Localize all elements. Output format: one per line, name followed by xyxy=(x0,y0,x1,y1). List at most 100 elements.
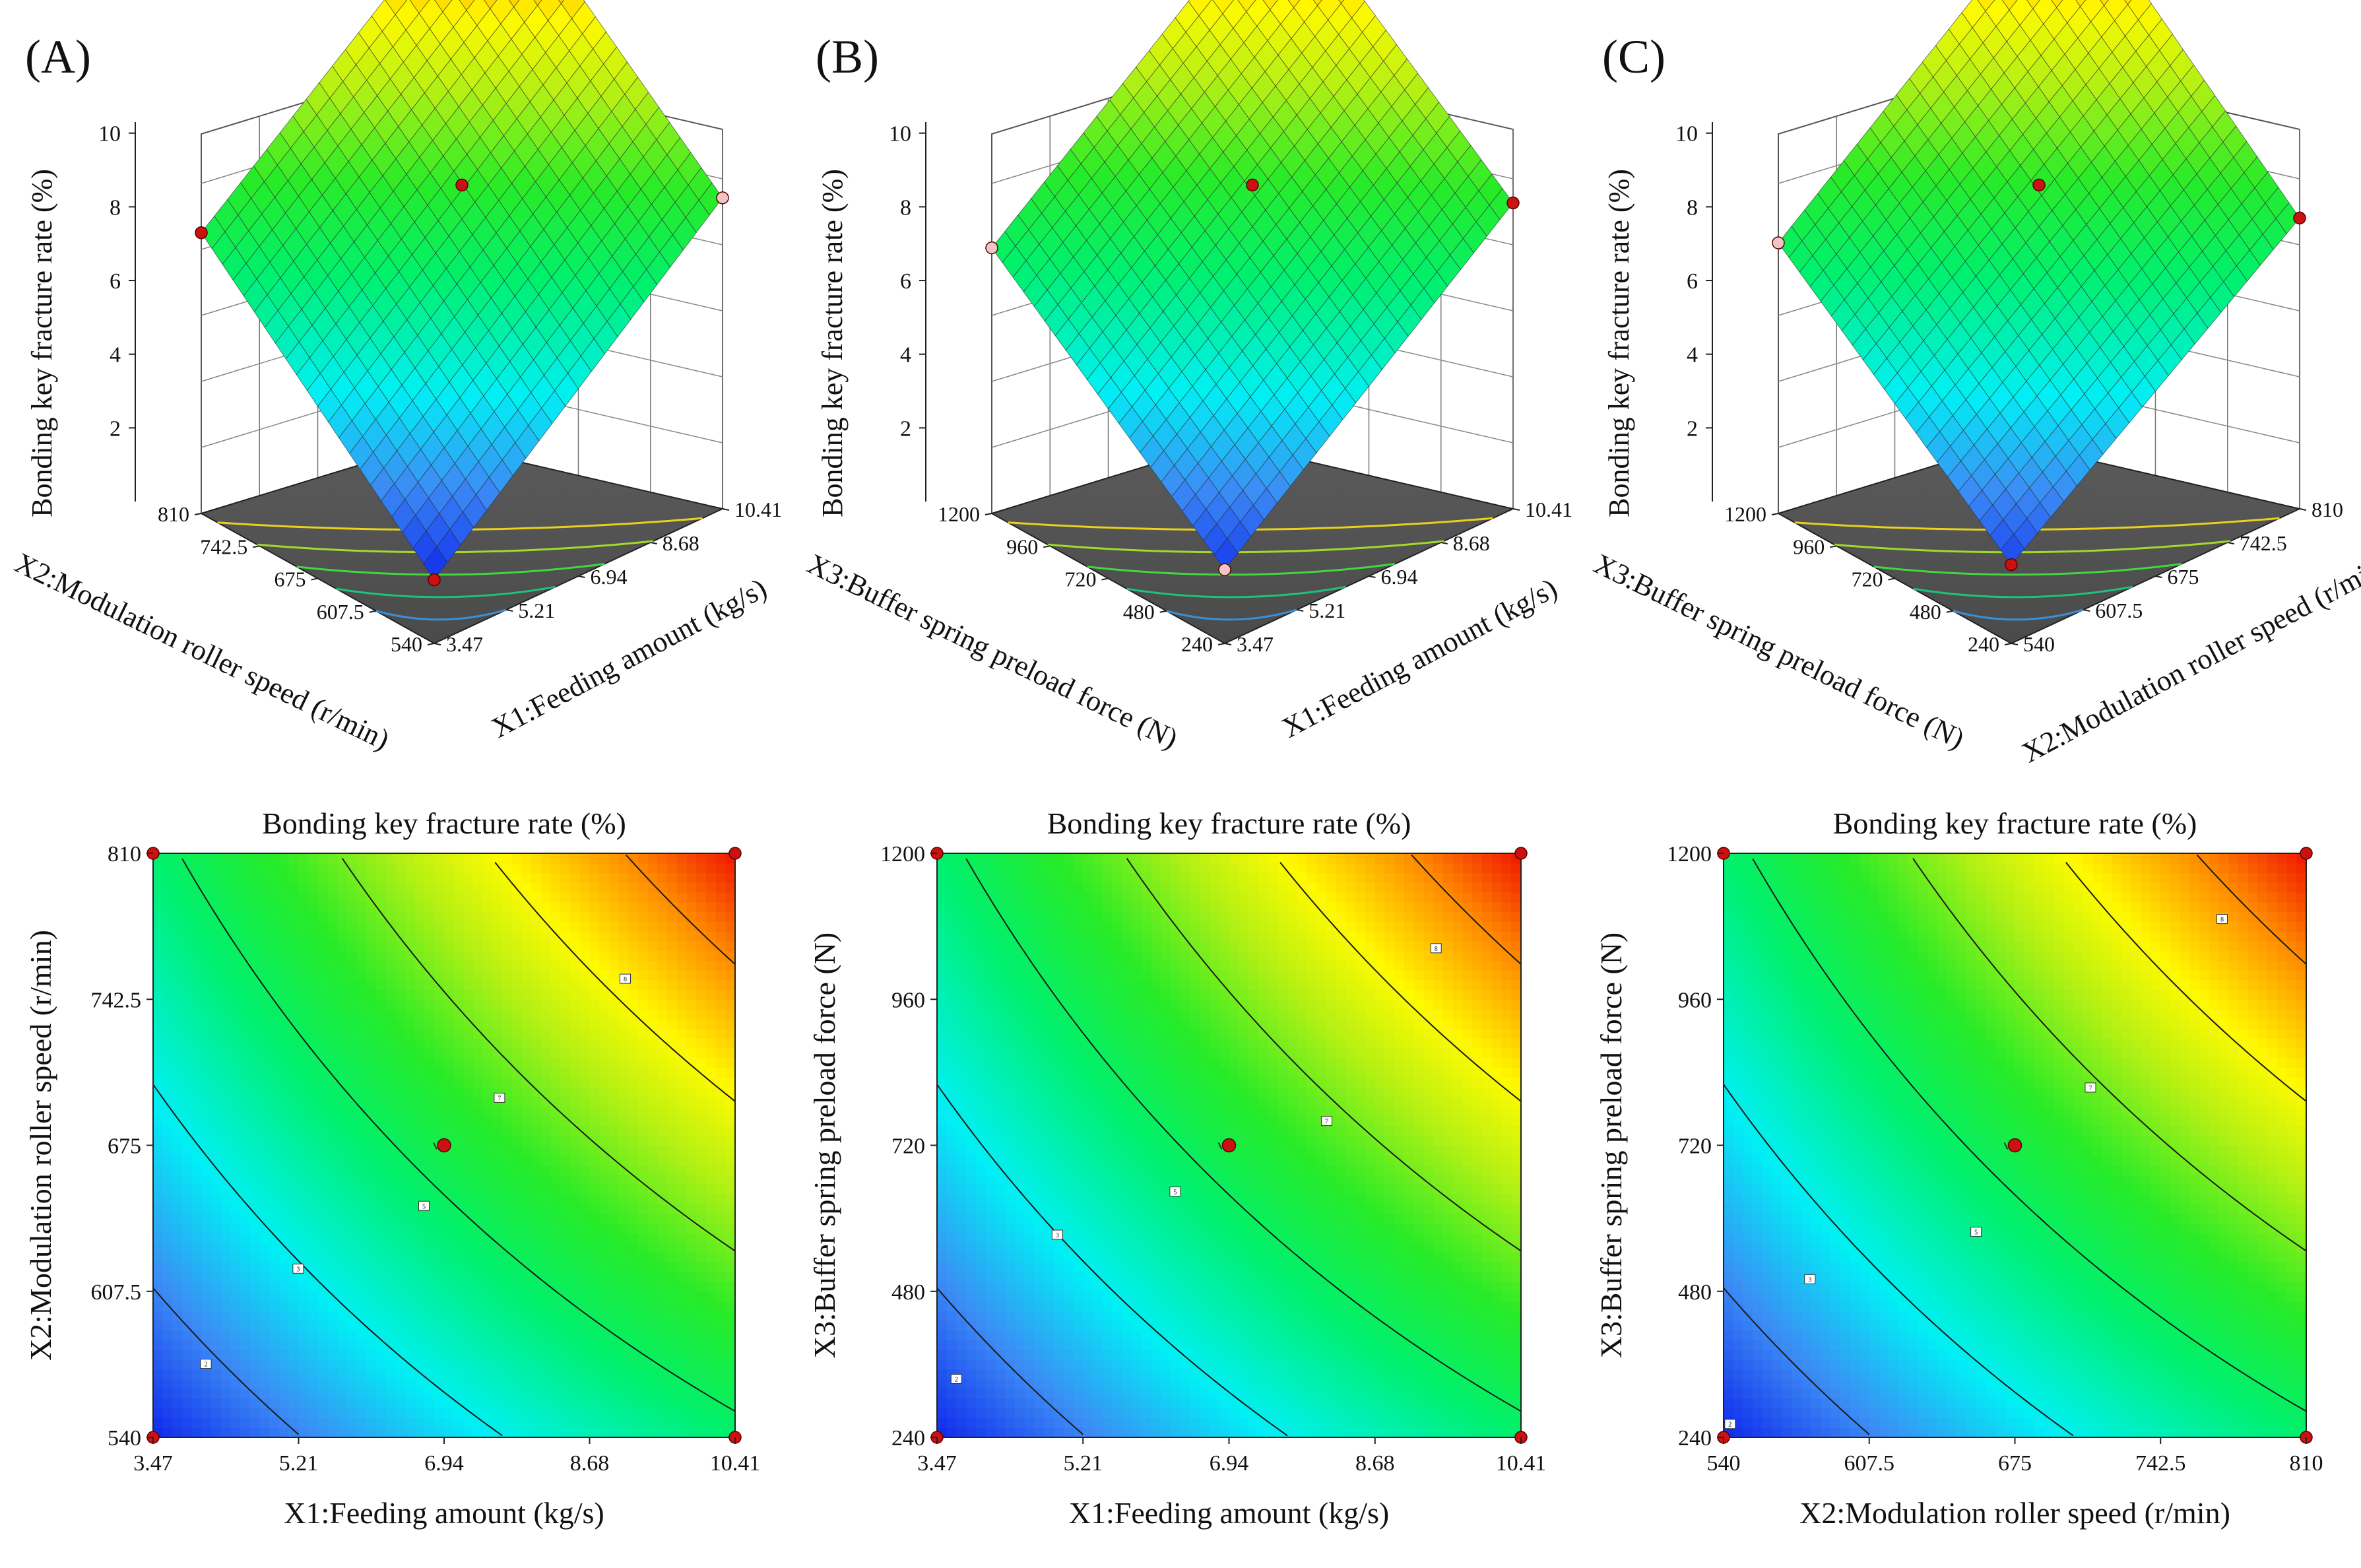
heatmap-cell xyxy=(667,1213,678,1224)
heatmap-cell xyxy=(521,979,532,991)
heatmap-cell xyxy=(473,999,484,1010)
heatmap-cell xyxy=(628,892,639,903)
heatmap-cell xyxy=(667,921,678,932)
heatmap-cell xyxy=(327,1077,338,1088)
heatmap-cell xyxy=(279,1340,290,1350)
heatmap-cell xyxy=(308,970,319,981)
heatmap-cell xyxy=(521,1252,532,1263)
heatmap-cell xyxy=(589,1398,600,1409)
heatmap-cell xyxy=(473,931,484,942)
heatmap-cell xyxy=(191,1048,203,1059)
heatmap-cell xyxy=(317,1048,329,1059)
heatmap-cell xyxy=(618,1145,629,1156)
heatmap-cell xyxy=(667,1057,678,1068)
heatmap-cell xyxy=(376,1359,387,1370)
heatmap-cell xyxy=(657,940,668,952)
heatmap-cell xyxy=(608,1009,620,1020)
heatmap-cell xyxy=(560,1398,571,1409)
heatmap-cell xyxy=(647,1369,658,1380)
heatmap-cell xyxy=(628,1291,639,1302)
heatmap-cell xyxy=(211,1087,222,1097)
heatmap-cell xyxy=(162,1282,173,1292)
heatmap-cell xyxy=(502,1165,513,1175)
heatmap-cell xyxy=(259,1096,270,1107)
heatmap-cell xyxy=(201,1018,212,1029)
heatmap-cell xyxy=(395,1369,406,1380)
heatmap-cell xyxy=(191,999,203,1010)
heatmap-cell xyxy=(366,1135,377,1146)
heatmap-cell xyxy=(191,1272,203,1282)
heatmap-cell xyxy=(201,1057,212,1068)
heatmap-cell xyxy=(308,960,319,971)
heatmap-cell xyxy=(579,1340,591,1350)
heatmap-cell xyxy=(153,1184,164,1194)
heatmap-cell xyxy=(279,1301,290,1311)
heatmap-cell xyxy=(492,931,503,942)
heatmap-cell xyxy=(589,853,600,864)
heatmap-cell xyxy=(628,1379,639,1389)
heatmap-cell xyxy=(162,1057,173,1068)
heatmap-cell xyxy=(414,1038,426,1049)
heatmap-cell xyxy=(298,1243,309,1253)
heatmap-cell xyxy=(589,1077,600,1088)
heatmap-cell xyxy=(628,1067,639,1078)
heatmap-cell xyxy=(502,1028,513,1039)
heatmap-cell xyxy=(482,1321,494,1331)
heatmap-cell xyxy=(628,1194,639,1204)
heatmap-cell xyxy=(473,1330,484,1341)
heatmap-cell xyxy=(347,960,358,971)
heatmap-cell xyxy=(162,1155,173,1165)
heatmap-cell xyxy=(385,1184,397,1194)
heatmap-cell xyxy=(424,931,435,942)
heatmap-cell xyxy=(240,1184,251,1194)
heatmap-cell xyxy=(473,960,484,971)
heatmap-cell xyxy=(288,1301,300,1311)
heatmap-cell xyxy=(347,1350,358,1360)
heatmap-cell xyxy=(550,1116,561,1127)
heatmap-cell xyxy=(434,1155,445,1165)
heatmap-cell xyxy=(550,1243,561,1253)
heatmap-cell xyxy=(628,1350,639,1360)
heatmap-cell xyxy=(230,1106,241,1117)
heatmap-cell xyxy=(424,940,435,952)
heatmap-cell xyxy=(608,1272,620,1282)
heatmap-cell xyxy=(618,1418,629,1428)
heatmap-cell xyxy=(579,1223,591,1233)
heatmap-cell xyxy=(560,1028,571,1039)
heatmap-cell xyxy=(424,1155,435,1165)
heatmap-cell xyxy=(327,1262,338,1272)
heatmap-cell xyxy=(608,1048,620,1059)
heatmap-cell xyxy=(298,1048,309,1059)
heatmap-cell xyxy=(414,1350,426,1360)
heatmap-cell xyxy=(521,1330,532,1341)
heatmap-cell xyxy=(570,1379,581,1389)
heatmap-cell xyxy=(686,1388,697,1399)
heatmap-cell xyxy=(153,1223,164,1233)
heatmap-cell xyxy=(191,1252,203,1263)
heatmap-cell xyxy=(618,1223,629,1233)
heatmap-cell xyxy=(269,1135,280,1146)
heatmap-cell xyxy=(434,872,445,883)
heatmap-cell xyxy=(376,921,387,932)
heatmap-cell xyxy=(618,1311,629,1321)
heatmap-cell xyxy=(337,1126,348,1136)
heatmap-cell xyxy=(608,1233,620,1243)
heatmap-cell xyxy=(579,931,591,942)
heatmap-cell xyxy=(395,1213,406,1224)
heatmap-cell xyxy=(327,1427,338,1438)
heatmap-cell xyxy=(473,1048,484,1059)
heatmap-cell xyxy=(521,1291,532,1302)
heatmap-cell xyxy=(589,1427,600,1438)
heatmap-cell xyxy=(153,989,164,1000)
heatmap-cell xyxy=(502,1359,513,1370)
heatmap-cell xyxy=(269,1282,280,1292)
heatmap-cell xyxy=(647,1379,658,1389)
heatmap-cell xyxy=(463,1272,474,1282)
heatmap-cell xyxy=(570,1067,581,1078)
heatmap-cell xyxy=(298,1155,309,1165)
heatmap-cell xyxy=(376,1223,387,1233)
heatmap-cell xyxy=(395,931,406,942)
heatmap-cell xyxy=(608,1321,620,1331)
heatmap-cell xyxy=(608,872,620,883)
heatmap-cell xyxy=(579,1291,591,1302)
